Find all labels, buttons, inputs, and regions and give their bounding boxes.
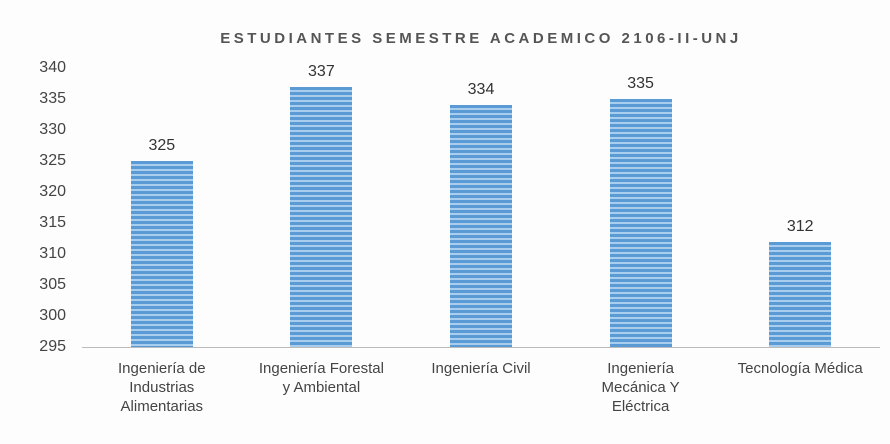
y-tick-label: 335 xyxy=(39,90,66,107)
bar xyxy=(450,105,512,347)
y-tick-label: 320 xyxy=(39,183,66,200)
data-label: 325 xyxy=(148,137,176,154)
bar xyxy=(609,99,672,347)
y-tick-label: 340 xyxy=(39,59,66,76)
bar xyxy=(769,241,832,347)
y-tick-label: 330 xyxy=(39,121,66,138)
y-tick-label: 310 xyxy=(39,245,66,262)
data-label: 335 xyxy=(627,75,654,92)
x-axis xyxy=(82,347,880,348)
x-tick-label: Ingeniería Forestal y Ambiental xyxy=(258,360,384,396)
data-label: 312 xyxy=(786,217,814,235)
data-label: 337 xyxy=(308,62,335,80)
y-tick-label: 305 xyxy=(39,276,66,293)
bar xyxy=(130,161,193,347)
y-tick-label: 295 xyxy=(39,338,66,355)
y-tick-label: 325 xyxy=(39,152,66,169)
y-tick-label: 300 xyxy=(39,307,66,324)
y-tick-label: 315 xyxy=(39,214,66,231)
data-label: 334 xyxy=(467,81,495,99)
x-tick-label: Tecnología Médica xyxy=(737,360,863,377)
bar xyxy=(290,86,353,347)
x-tick-label: Ingeniería Civil xyxy=(431,360,531,377)
chart-title: ESTUDIANTES SEMESTRE ACADEMICO 2106-II-U… xyxy=(220,30,742,47)
x-tick-label: Ingeniería de Industrias Alimentarias xyxy=(118,360,206,415)
x-tick-label: Ingeniería Mecánica Y Eléctrica xyxy=(601,360,680,415)
